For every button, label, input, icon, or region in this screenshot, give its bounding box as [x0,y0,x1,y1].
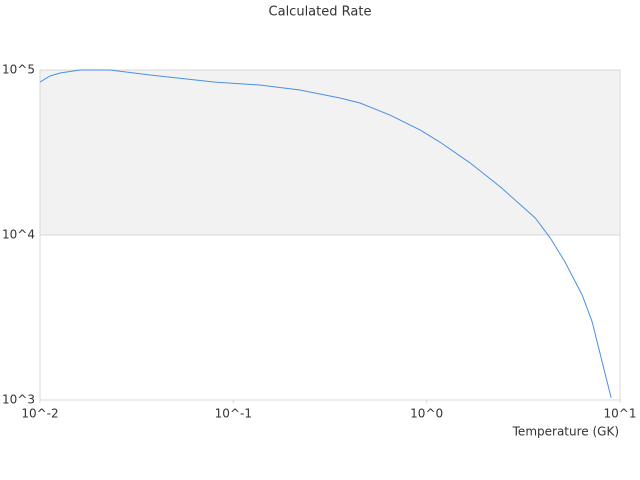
y-tick-label: 10^5 [2,63,35,77]
grid-band [40,70,620,235]
y-tick-label: 10^4 [2,228,35,242]
y-tick-label: 10^3 [2,393,35,407]
x-axis-label: Temperature (GK) [512,425,619,439]
x-tick-label: 10^-1 [215,407,252,421]
x-tick-label: 10^1 [604,407,637,421]
chart-title: Calculated Rate [269,5,372,20]
x-tick-label: 10^0 [410,407,443,421]
x-tick-label: 10^-2 [21,407,58,421]
line [39,69,612,399]
